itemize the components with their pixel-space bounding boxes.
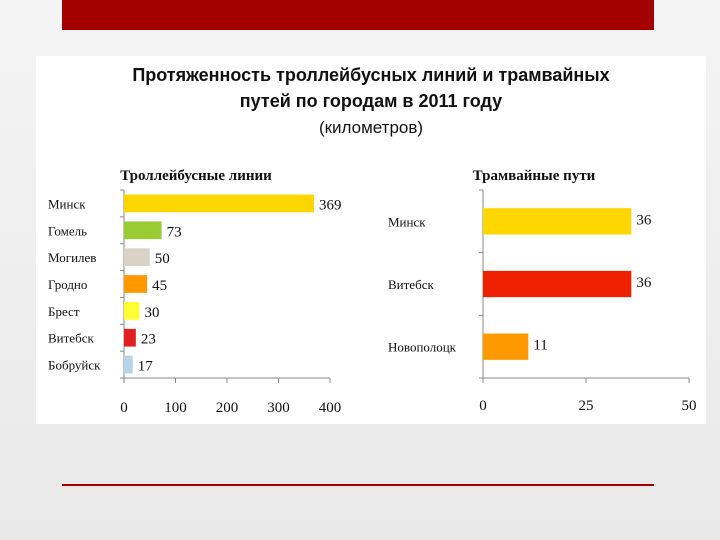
trolleybus-value-label: 17 xyxy=(138,359,154,375)
bottom-rule xyxy=(62,484,654,486)
tram-value-label: 36 xyxy=(636,212,652,228)
trolleybus-bar xyxy=(124,355,133,374)
trolleybus-x-tick-label: 300 xyxy=(267,400,290,416)
trolleybus-x-tick-label: 400 xyxy=(319,400,342,416)
tram-value-label: 11 xyxy=(533,338,547,354)
tram-x-tick-label: 0 xyxy=(479,398,487,414)
tram-value-label: 36 xyxy=(636,275,652,291)
trolleybus-bar xyxy=(124,248,150,267)
trolleybus-chart: Троллейбусные линии 0 100 200 300 400 Минск 369… xyxy=(48,168,342,416)
trolleybus-value-label: 30 xyxy=(144,305,159,321)
trolleybus-value-label: 73 xyxy=(167,224,182,240)
tram-x-tick-label: 25 xyxy=(579,398,594,414)
trolleybus-value-label: 50 xyxy=(155,251,170,267)
slide-subtitle: (километров) xyxy=(318,118,424,137)
trolleybus-category-label: Гродно xyxy=(48,277,87,292)
trolleybus-bar xyxy=(124,328,136,347)
trolleybus-category-label: Гомель xyxy=(48,223,87,238)
tram-bar xyxy=(483,208,632,235)
trolleybus-category-label: Витебск xyxy=(48,331,94,346)
tram-x-tick-label: 50 xyxy=(682,398,697,414)
trolleybus-category-label: Минск xyxy=(48,196,86,211)
title-line-2: путей по городам в 2011 году xyxy=(239,91,503,111)
trolleybus-x-tick-label: 0 xyxy=(120,400,128,416)
trolleybus-bar xyxy=(124,221,162,240)
tram-category-label: Новополоцк xyxy=(388,340,457,355)
tram-bar xyxy=(483,270,632,298)
tram-bar xyxy=(483,333,529,360)
trolleybus-category-label: Могилев xyxy=(48,250,96,265)
slide-panel: Протяженность троллейбусных линий и трам… xyxy=(36,56,706,424)
tram-chart: Трамвайные пути 0 25 50 Минск 36 Витебск 36 Ново… xyxy=(388,168,697,414)
title-line-1: Протяженность троллейбусных линий и трам… xyxy=(132,65,610,85)
trolleybus-x-tick-label: 100 xyxy=(164,400,187,416)
trolleybus-bar xyxy=(124,275,148,293)
trolleybus-bar xyxy=(124,301,140,320)
trolleybus-value-label: 369 xyxy=(319,197,342,213)
tram-category-label: Минск xyxy=(388,214,426,229)
top-accent-band xyxy=(62,0,654,30)
trolleybus-category-label: Брест xyxy=(48,304,80,319)
slide-title: Протяженность троллейбусных линий и трам… xyxy=(36,62,706,114)
trolleybus-x-tick-label: 200 xyxy=(216,400,239,416)
trolleybus-value-label: 23 xyxy=(141,332,156,348)
trolleybus-category-label: Бобруйск xyxy=(48,358,101,373)
trolleybus-bar xyxy=(124,194,315,213)
trolleybus-value-label: 45 xyxy=(152,278,167,294)
trolleybus-chart-title: Троллейбусные линии xyxy=(120,168,272,184)
tram-chart-title: Трамвайные пути xyxy=(473,168,596,184)
tram-category-label: Витебск xyxy=(388,277,434,292)
